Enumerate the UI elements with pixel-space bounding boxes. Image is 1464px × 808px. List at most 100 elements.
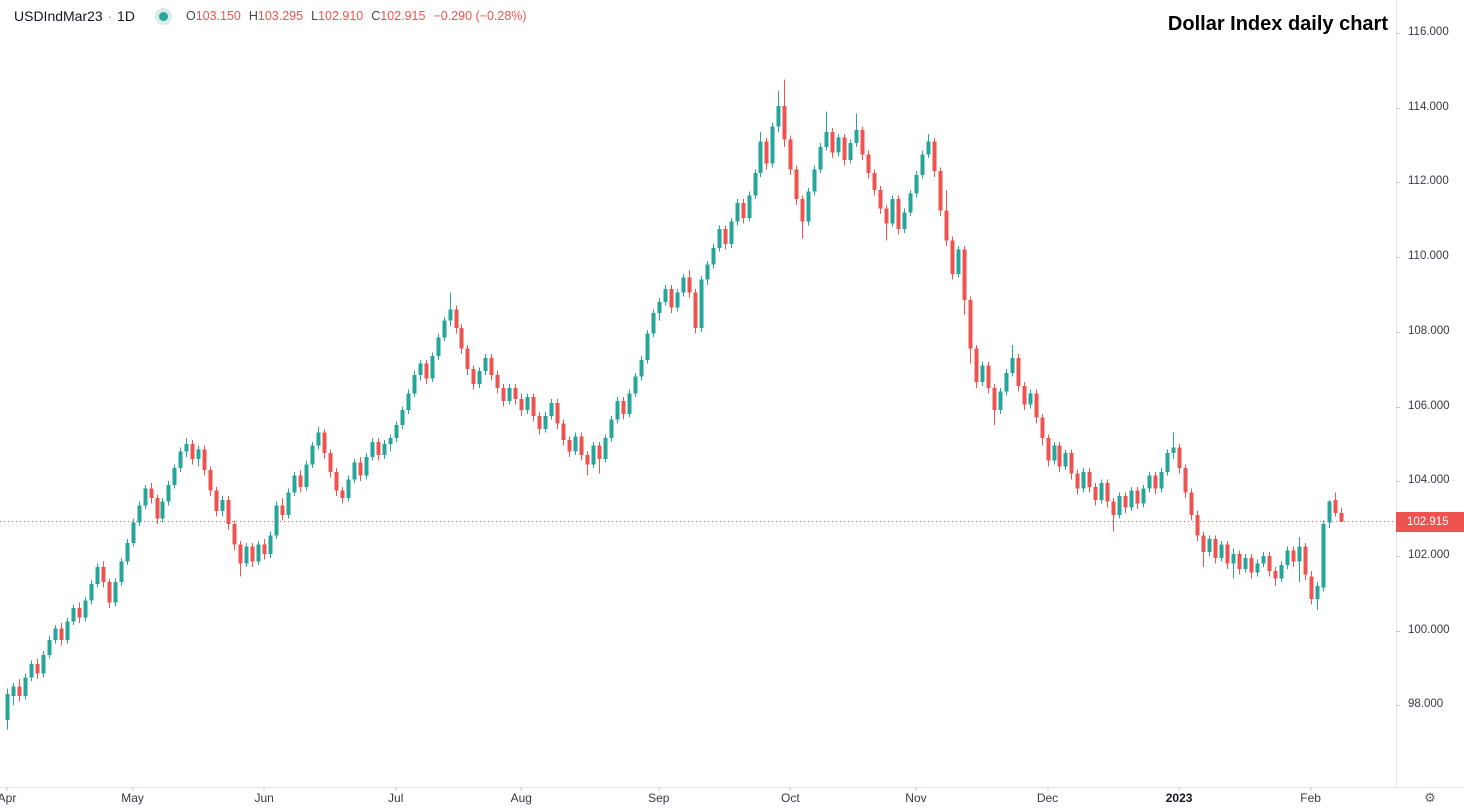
price-axis-label: 110.000 bbox=[1408, 250, 1449, 263]
candle-body bbox=[986, 365, 991, 388]
candle-body bbox=[495, 374, 500, 388]
candle-body bbox=[95, 567, 100, 584]
price-axis[interactable]: 116.000 114.000 112.000 110.000 108.000 106.0… bbox=[1396, 0, 1464, 787]
candle-body bbox=[729, 221, 734, 245]
symbol-name[interactable]: USDIndMar23 bbox=[14, 8, 103, 24]
price-axis-tick bbox=[1396, 705, 1400, 707]
candle-body bbox=[232, 524, 237, 545]
candle-body bbox=[591, 445, 596, 465]
price-axis-border bbox=[1396, 0, 1397, 787]
candle-body bbox=[950, 240, 955, 274]
candle-body bbox=[717, 229, 722, 248]
time-axis-label: Oct bbox=[781, 791, 800, 805]
price-axis-label: 116.000 bbox=[1408, 26, 1449, 38]
candle-body bbox=[11, 686, 16, 696]
candle-body bbox=[914, 174, 919, 194]
candle-body bbox=[1159, 471, 1164, 489]
candle-body bbox=[663, 288, 668, 302]
candle-body bbox=[812, 169, 817, 192]
candle-body bbox=[382, 443, 387, 456]
candle-body bbox=[316, 432, 321, 446]
candle-body bbox=[310, 445, 315, 465]
candle-body bbox=[1093, 486, 1098, 500]
time-axis-label: Nov bbox=[905, 791, 927, 805]
candle-body bbox=[1147, 475, 1152, 489]
candle-body bbox=[1267, 555, 1272, 571]
price-axis-label: 108.000 bbox=[1408, 324, 1450, 337]
candle-body bbox=[776, 105, 781, 127]
time-axis-label: Jun bbox=[254, 791, 274, 805]
candle-body bbox=[705, 264, 710, 280]
candle-body bbox=[770, 126, 775, 164]
candle-body bbox=[1099, 483, 1104, 500]
candle-body bbox=[944, 210, 949, 241]
candle-body bbox=[412, 374, 417, 394]
time-axis-tick bbox=[789, 787, 791, 791]
candle-body bbox=[1303, 546, 1308, 575]
low-value: L102.910 bbox=[311, 9, 364, 23]
candle-body bbox=[1237, 554, 1242, 569]
candle-body bbox=[878, 189, 883, 209]
candle-body bbox=[579, 436, 584, 456]
price-axis-tick bbox=[1396, 182, 1400, 184]
candle-body bbox=[1333, 499, 1338, 513]
candle-body bbox=[723, 229, 728, 245]
candle-body bbox=[1171, 447, 1176, 454]
candle-body bbox=[1010, 357, 1015, 373]
candle-body bbox=[214, 490, 219, 512]
candle-body bbox=[166, 484, 171, 502]
candle-body bbox=[1028, 393, 1033, 405]
candle-body bbox=[890, 199, 895, 224]
candle-body bbox=[627, 393, 632, 414]
candle-body bbox=[298, 475, 303, 487]
time-axis-tick bbox=[1178, 787, 1180, 791]
candle-body bbox=[1261, 555, 1266, 564]
candle-body bbox=[639, 359, 644, 377]
candle-body bbox=[1309, 576, 1314, 599]
candle-body bbox=[735, 202, 740, 222]
candle-body bbox=[1195, 514, 1200, 536]
candle-body bbox=[59, 628, 64, 640]
time-axis-tick bbox=[395, 787, 397, 791]
candle-body bbox=[1297, 546, 1302, 562]
candle-body bbox=[753, 173, 758, 196]
candle-body bbox=[1052, 445, 1057, 461]
candle-body bbox=[250, 546, 255, 562]
interval-label[interactable]: 1D bbox=[117, 8, 135, 24]
symbol-legend[interactable]: USDIndMar23 · 1D O103.150 H103.295 L102.… bbox=[14, 8, 527, 24]
price-axis-label: 100.000 bbox=[1408, 623, 1450, 636]
candle-body bbox=[47, 639, 52, 655]
candle-body bbox=[1022, 385, 1027, 405]
candle-body bbox=[119, 561, 124, 583]
candle-body bbox=[543, 415, 548, 429]
candle-body bbox=[418, 363, 423, 375]
candle-body bbox=[35, 664, 40, 674]
candle-body bbox=[256, 544, 261, 562]
price-axis-tick bbox=[1396, 107, 1400, 109]
candle-body bbox=[872, 173, 877, 190]
candle-body bbox=[77, 608, 82, 618]
candle-body bbox=[932, 141, 937, 172]
candle-body bbox=[842, 137, 847, 160]
candle-body bbox=[244, 546, 249, 564]
candle-body bbox=[220, 499, 225, 512]
candle-body bbox=[992, 387, 997, 411]
time-axis[interactable]: Apr May Jun Jul Aug Sep Oct Nov Dec 2023 Feb bbox=[0, 787, 1464, 808]
candle-body bbox=[920, 154, 925, 175]
candle-body bbox=[1123, 496, 1128, 508]
time-axis-label: Apr bbox=[0, 791, 17, 805]
candle-body bbox=[1069, 453, 1074, 474]
candle-body bbox=[836, 137, 841, 153]
candle-body bbox=[436, 337, 441, 357]
candle-body bbox=[699, 279, 704, 329]
time-axis-tick bbox=[658, 787, 660, 791]
candle-body bbox=[968, 300, 973, 349]
candle-body bbox=[609, 419, 614, 439]
settings-gear-icon[interactable]: ⚙ bbox=[1424, 790, 1436, 805]
candle-body bbox=[340, 490, 345, 499]
candle-body bbox=[149, 488, 154, 499]
candle-body bbox=[465, 348, 470, 370]
candle-body bbox=[1279, 565, 1284, 579]
candle-body bbox=[860, 130, 865, 155]
